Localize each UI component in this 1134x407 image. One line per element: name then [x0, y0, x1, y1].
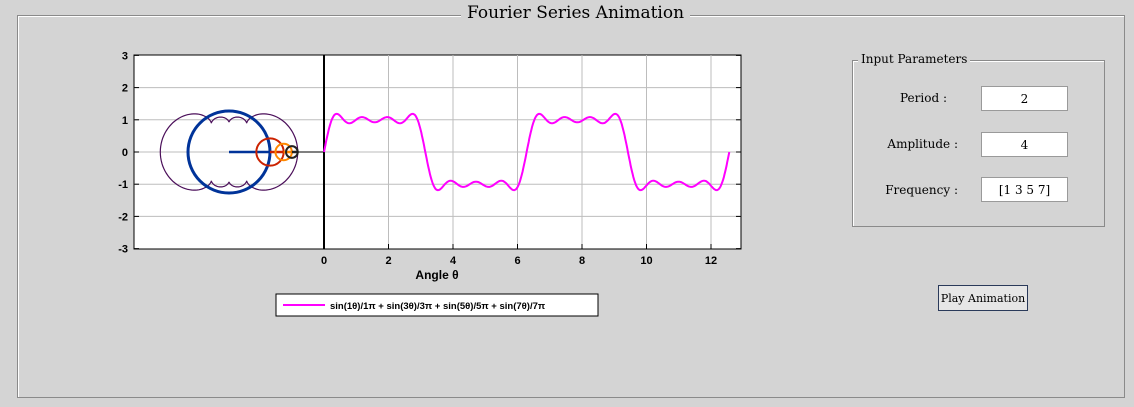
y-tick-label: 0	[122, 147, 128, 159]
x-tick-label: 8	[579, 255, 585, 267]
epicycles	[159, 109, 324, 195]
x-tick-label: 2	[385, 255, 391, 267]
y-tick-label: -1	[118, 179, 128, 191]
x-tick-label: 12	[705, 255, 717, 267]
play-animation-button[interactable]: Play Animation	[938, 285, 1028, 311]
legend	[275, 293, 599, 317]
frequency-field[interactable]	[981, 177, 1068, 202]
period-label: Period :	[900, 91, 947, 105]
x-tick-label: 6	[514, 255, 520, 267]
x-tick-label: 10	[640, 255, 652, 267]
tip-envelope	[159, 113, 299, 191]
y-tick-label: 3	[122, 50, 128, 62]
series-layer	[323, 112, 731, 192]
x-axis-label: Angle θ	[415, 268, 458, 282]
y-tick-label: -2	[118, 211, 128, 223]
input-parameters-title: Input Parameters	[858, 52, 971, 66]
period-field[interactable]	[981, 86, 1068, 111]
amplitude-field[interactable]	[981, 132, 1068, 157]
x-tick-label: 4	[450, 255, 457, 267]
series-line	[323, 112, 731, 192]
window-title: Fourier Series Animation	[461, 3, 691, 23]
x-tick-label: 0	[321, 255, 327, 267]
input-parameters-panel	[852, 60, 1105, 227]
legend-label: sin(1θ)/1π + sin(3θ)/3π + sin(5θ)/5π + s…	[330, 301, 546, 312]
frequency-label: Frequency :	[885, 183, 958, 197]
y-tick-label: 1	[122, 115, 128, 127]
y-tick-label: 2	[122, 83, 128, 95]
y-tick-label: -3	[118, 244, 128, 256]
amplitude-label: Amplitude :	[887, 137, 958, 151]
